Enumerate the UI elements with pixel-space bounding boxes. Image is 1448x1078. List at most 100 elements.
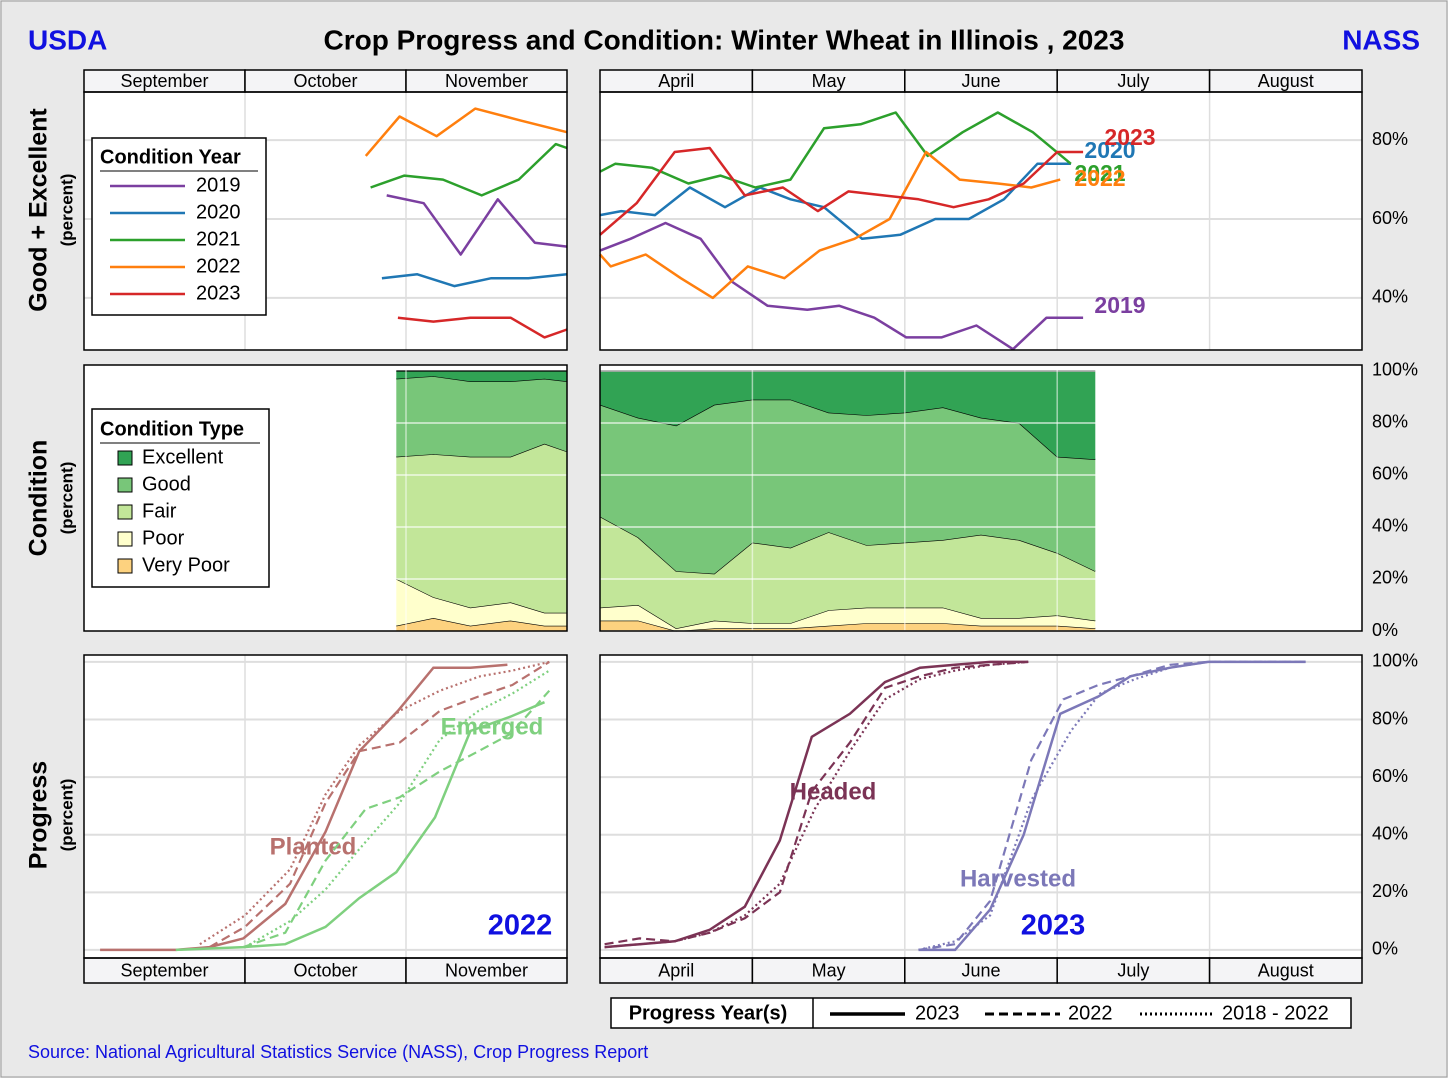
- plot-frame: [83, 364, 568, 632]
- y-tick-label: 0%: [1372, 939, 1398, 959]
- legend-swatch: [117, 504, 133, 520]
- area-segment: [396, 376, 567, 457]
- month-cell: [904, 957, 1058, 984]
- legend-label: 2019: [196, 174, 241, 196]
- progress-label: Harvested: [960, 865, 1076, 892]
- agency-right: NASS: [1342, 24, 1420, 55]
- legend-swatch: [117, 558, 133, 574]
- legend-label: Excellent: [142, 446, 224, 468]
- month-label: August: [1258, 960, 1314, 980]
- month-label: May: [812, 71, 846, 91]
- legend-label: 2020: [196, 201, 241, 223]
- area-segment: [600, 516, 1096, 629]
- y-tick-label: 60%: [1372, 766, 1408, 786]
- plot-area: [600, 655, 1362, 958]
- progress-legend-label: 2018 - 2022: [1222, 1002, 1329, 1024]
- legend-swatch: [117, 477, 133, 493]
- series-line: [397, 316, 568, 339]
- plot-area: [84, 655, 567, 958]
- season-label: 2022: [488, 910, 553, 942]
- progress-line: [243, 689, 551, 949]
- series-line: [599, 111, 1072, 189]
- plot-frame: [599, 364, 1363, 632]
- page-title: Crop Progress and Condition: Winter Whea…: [324, 24, 1125, 55]
- y-tick-label: 0%: [1372, 620, 1398, 640]
- end-label: 2023: [1104, 124, 1155, 150]
- y-tick-label: 60%: [1372, 208, 1408, 228]
- legend-label: Good: [142, 473, 191, 495]
- end-label: 2021: [1074, 160, 1125, 186]
- y-tick-label: 20%: [1372, 568, 1408, 588]
- source-note: Source: National Agricultural Statistics…: [28, 1042, 648, 1062]
- month-label: November: [445, 71, 528, 91]
- area-segment: [396, 371, 567, 382]
- progress-line: [918, 660, 1306, 951]
- agency-left: USDA: [28, 24, 107, 55]
- series-line: [599, 150, 1061, 300]
- progress-legend-label: 2022: [1068, 1002, 1113, 1024]
- legend-label: 2021: [196, 228, 241, 250]
- month-label: November: [445, 960, 528, 980]
- y-axis-subtitle: (percent): [57, 779, 76, 852]
- legend-label: Poor: [142, 527, 185, 549]
- y-tick-label: 80%: [1372, 412, 1408, 432]
- y-axis-subtitle: (percent): [57, 174, 76, 247]
- month-label: July: [1117, 71, 1149, 91]
- y-axis-title: Condition: [25, 440, 53, 557]
- y-tick-label: 100%: [1372, 360, 1418, 380]
- plot-frame: [83, 91, 568, 351]
- progress-label: Headed: [790, 778, 877, 805]
- y-tick-label: 80%: [1372, 129, 1408, 149]
- month-label: October: [293, 71, 357, 91]
- legend-label: 2022: [196, 255, 241, 277]
- legend-title: Condition Year: [100, 146, 241, 168]
- area-segment: [600, 371, 1096, 460]
- month-label: October: [293, 960, 357, 980]
- legend-label: 2023: [196, 282, 241, 304]
- plot-frame: [599, 654, 1363, 959]
- season-label: 2023: [1021, 910, 1086, 942]
- progress-line: [209, 660, 550, 949]
- progress-legend-title: Progress Year(s): [629, 1002, 788, 1024]
- month-label: June: [961, 71, 1000, 91]
- month-label: September: [120, 960, 208, 980]
- progress-line: [604, 660, 1029, 949]
- series-line: [386, 194, 568, 256]
- month-cell: [405, 957, 568, 984]
- plot-area: [600, 92, 1362, 350]
- end-label: 2020: [1084, 137, 1135, 163]
- y-tick-label: 100%: [1372, 651, 1418, 671]
- month-label: April: [658, 960, 694, 980]
- progress-label: Emerged: [441, 713, 544, 740]
- month-label: June: [961, 960, 1000, 980]
- y-tick-label: 40%: [1372, 287, 1408, 307]
- area-segment: [600, 605, 1096, 631]
- y-tick-label: 40%: [1372, 823, 1408, 843]
- y-axis-title: Good + Excellent: [25, 108, 53, 312]
- month-cell: [1208, 957, 1363, 984]
- y-tick-label: 80%: [1372, 708, 1408, 728]
- plot-frame: [83, 654, 568, 959]
- month-cell: [83, 957, 246, 984]
- series-line: [364, 107, 568, 157]
- progress-line: [199, 660, 550, 946]
- legend-title: Condition Type: [100, 418, 244, 440]
- month-label: August: [1258, 71, 1314, 91]
- legend-box: [91, 137, 267, 316]
- y-axis-title: Progress: [25, 761, 53, 869]
- month-label: July: [1117, 960, 1149, 980]
- month-label: April: [658, 71, 694, 91]
- area-segment: [396, 443, 567, 613]
- progress-line: [244, 669, 550, 949]
- legend-label: Very Poor: [142, 554, 230, 576]
- end-label: 2019: [1094, 292, 1145, 318]
- series-line: [370, 142, 568, 197]
- legend-swatch: [117, 531, 133, 547]
- progress-line: [175, 701, 545, 952]
- legend-swatch: [117, 450, 133, 466]
- month-label: September: [120, 71, 208, 91]
- progress-legend-label: 2023: [915, 1002, 960, 1024]
- area-segment: [600, 399, 1096, 574]
- legend-box: [91, 408, 270, 588]
